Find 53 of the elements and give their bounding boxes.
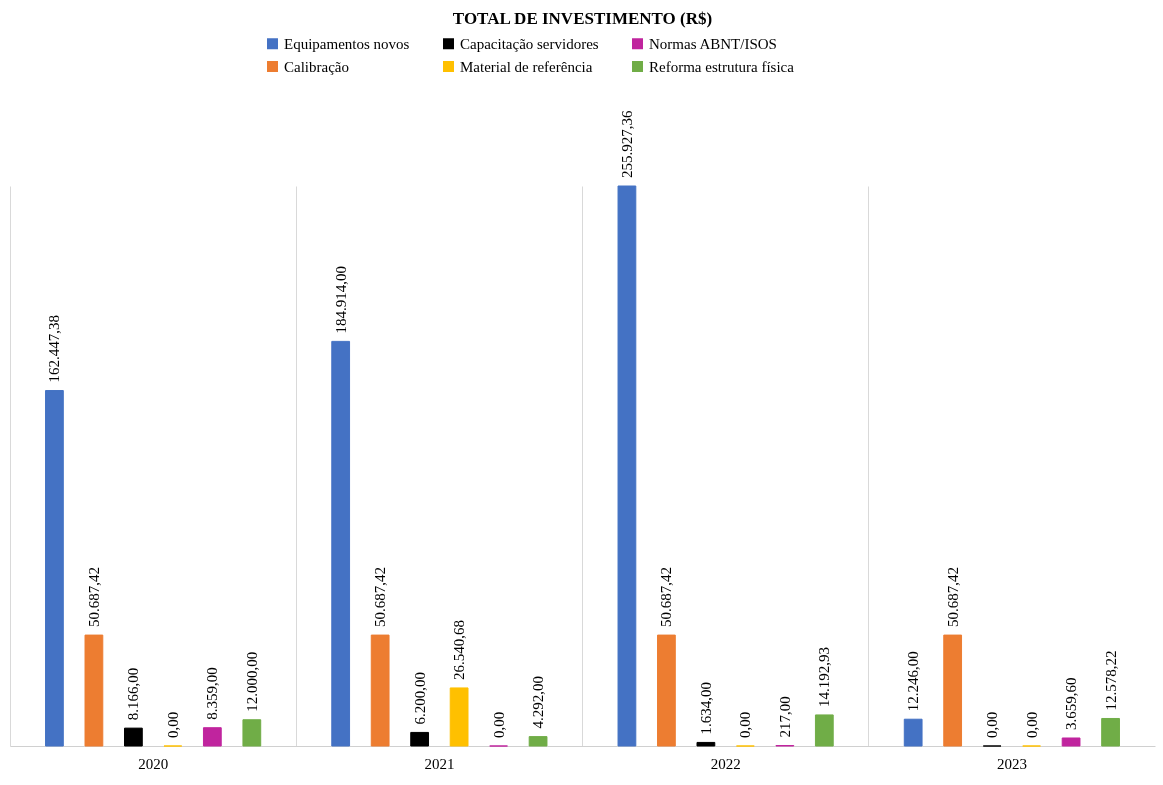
bar [617, 185, 637, 747]
data-label: 26.540,68 [451, 619, 468, 680]
legend-label: Normas ABNT/ISOS [649, 35, 777, 52]
data-label: 0,00 [1023, 711, 1040, 738]
bar [814, 714, 834, 747]
data-label: 14.192,93 [816, 646, 833, 707]
bar [943, 634, 963, 747]
x-tick-label: 2020 [138, 755, 169, 772]
chart-title: TOTAL DE INVESTIMENTO (R$) [452, 9, 713, 28]
bar [202, 727, 222, 747]
bar [124, 727, 143, 747]
data-label: 50.687,42 [944, 567, 961, 628]
data-label: 50.687,42 [85, 567, 102, 628]
bar [696, 741, 716, 747]
legend-label: Equipamentos novos [284, 35, 410, 52]
data-label: 12.578,22 [1102, 650, 1119, 711]
bar [449, 687, 469, 747]
x-tick-label: 2022 [710, 755, 741, 772]
bar [1101, 717, 1120, 747]
legend-label: Capacitação servidores [460, 35, 599, 52]
legend-label: Material de referência [460, 58, 593, 75]
data-label: 0,00 [984, 711, 1001, 738]
data-label: 0,00 [737, 711, 754, 738]
data-label: 162.447,38 [46, 315, 63, 383]
data-label: 8.166,00 [125, 667, 142, 721]
data-label: 217,00 [776, 696, 793, 738]
data-label: 12.246,00 [905, 651, 922, 712]
legend-label: Calibração [284, 58, 349, 75]
data-label: 3.659,60 [1063, 677, 1080, 730]
bar [370, 634, 390, 747]
data-label: 4.292,00 [530, 676, 547, 729]
data-label: 50.687,42 [372, 567, 389, 628]
bar [242, 719, 262, 747]
legend-label: Reforma estrutura física [649, 58, 795, 75]
data-label: 12.000,00 [243, 651, 260, 712]
bar [410, 731, 430, 747]
data-label: 50.687,42 [658, 567, 675, 628]
bar [1061, 737, 1081, 747]
data-label: 0,00 [490, 711, 507, 738]
data-label: 0,00 [164, 711, 181, 738]
x-tick-label: 2023 [996, 755, 1027, 772]
x-tick-label: 2021 [424, 755, 455, 772]
bar [528, 736, 548, 747]
bar [84, 634, 104, 747]
data-label: 184.914,00 [332, 265, 349, 334]
bar [45, 390, 64, 747]
bar [331, 340, 351, 747]
data-label: 255.927,36 [618, 110, 635, 178]
bar [657, 634, 676, 747]
data-label: 8.359,00 [204, 667, 221, 720]
bar [903, 718, 923, 747]
data-label: 1.634,00 [697, 681, 714, 735]
data-label: 6.200,00 [411, 671, 428, 725]
